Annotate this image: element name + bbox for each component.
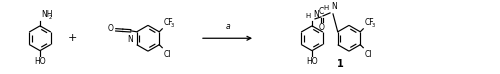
Text: H: H [306,13,311,19]
Text: CF: CF [364,18,374,27]
Text: Cl: Cl [164,50,171,59]
Text: 1: 1 [337,59,344,69]
Text: Cl: Cl [364,50,372,59]
Text: a: a [225,22,230,31]
Text: HO: HO [306,57,318,66]
Text: NH: NH [41,10,52,19]
Text: 3: 3 [171,23,174,28]
Text: 2: 2 [49,15,52,20]
Text: O: O [108,24,114,33]
Text: C: C [318,7,324,16]
Text: 3: 3 [372,23,375,28]
Text: N: N [127,35,132,44]
Text: HO: HO [34,57,46,66]
Text: N: N [331,2,337,11]
Text: N: N [313,10,319,19]
Text: O: O [318,23,324,32]
Text: CF: CF [164,18,173,27]
Text: +: + [68,33,76,43]
Text: H: H [324,5,329,11]
